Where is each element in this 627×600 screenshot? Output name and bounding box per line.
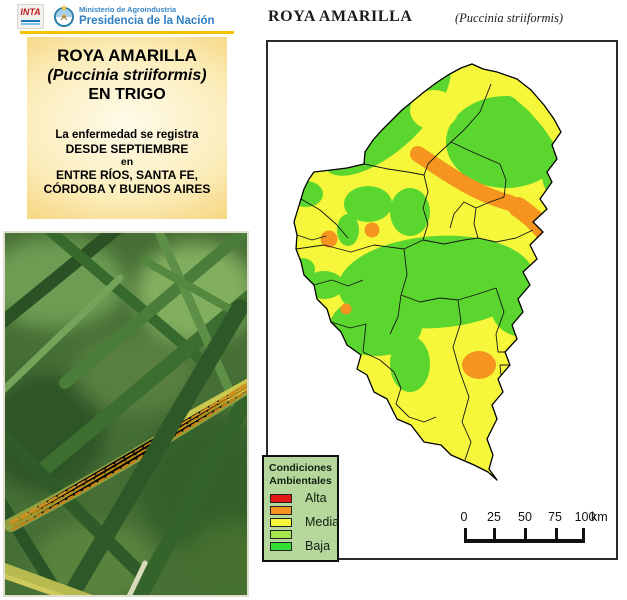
scale-tick-label: 75 (548, 510, 562, 524)
info-body-line: en (120, 156, 134, 168)
info-crop: EN TRIGO (88, 86, 166, 103)
scale-bar-line (464, 528, 585, 543)
header: INTA Ministerio de Agroindustria Preside… (15, 3, 245, 30)
inta-logo: INTA (17, 4, 44, 29)
scale-tick-label: 50 (518, 510, 532, 524)
map-legend: Condiciones Ambientales Alta Media (262, 455, 339, 562)
legend-title-line: Condiciones (268, 462, 332, 474)
scale-tick-label: 25 (487, 510, 501, 524)
info-body-line: CÓRDOBA Y BUENOS AIRES (43, 182, 211, 196)
presidency-line: Presidencia de la Nación (79, 15, 215, 27)
rust-infected-leaf (5, 378, 247, 532)
disease-info-box: ROYA AMARILLA (Puccinia striiformis) EN … (27, 37, 227, 219)
inta-logo-stripes (21, 20, 40, 26)
info-title: ROYA AMARILLA (57, 46, 197, 65)
legend-label: Baja (305, 539, 331, 553)
scale-tick-label: 100 (574, 510, 596, 524)
province-outline (293, 63, 562, 481)
map-title: ROYA AMARILLA (268, 8, 413, 25)
legend-swatch-media-baja (270, 529, 292, 539)
map-subtitle: (Puccinia striiformis) (455, 11, 563, 25)
scale-unit-label: km (591, 510, 608, 524)
map-scale-bar: 0 25 50 75 100 km (458, 510, 608, 550)
legend-swatch-media (270, 517, 292, 527)
ministry-text: Ministerio de Agroindustria Presidencia … (79, 5, 215, 27)
legend-item-media-baja (264, 528, 337, 540)
map-regions-media-overlay (410, 64, 561, 146)
legend-label: Alta (305, 491, 327, 505)
scale-tick-label: 0 (460, 510, 468, 524)
legend-swatch-alta (270, 493, 292, 503)
info-body-line: DESDE SEPTIEMBRE (65, 142, 189, 156)
legend-item-baja: Baja (264, 539, 337, 553)
info-species: (Puccinia striiformis) (47, 67, 207, 84)
foreground-leaves (5, 299, 247, 595)
legend-item-alta: Alta (264, 491, 337, 505)
ministry-line: Ministerio de Agroindustria (79, 5, 177, 14)
legend-label: Media (305, 515, 340, 529)
legend-swatch-baja (270, 541, 292, 551)
legend-item-alta-media (264, 504, 337, 516)
wheat-leaves-illustration (5, 233, 247, 595)
info-body-line: La enfermedad se registra (55, 129, 199, 141)
yellow-divider (20, 31, 234, 34)
map-panel: Condiciones Ambientales Alta Media (262, 40, 618, 562)
legend-swatch-alta-media (270, 505, 292, 515)
legend-item-media: Media (264, 515, 340, 529)
wheat-rust-photo (3, 231, 249, 597)
argentina-coat-of-arms-icon (54, 5, 74, 27)
legend-title-line: Ambientales (269, 475, 332, 487)
inta-logo-text: INTA (20, 7, 41, 17)
info-body-line: ENTRE RÍOS, SANTA FE, (55, 168, 198, 182)
entre-rios-risk-map (293, 63, 562, 481)
